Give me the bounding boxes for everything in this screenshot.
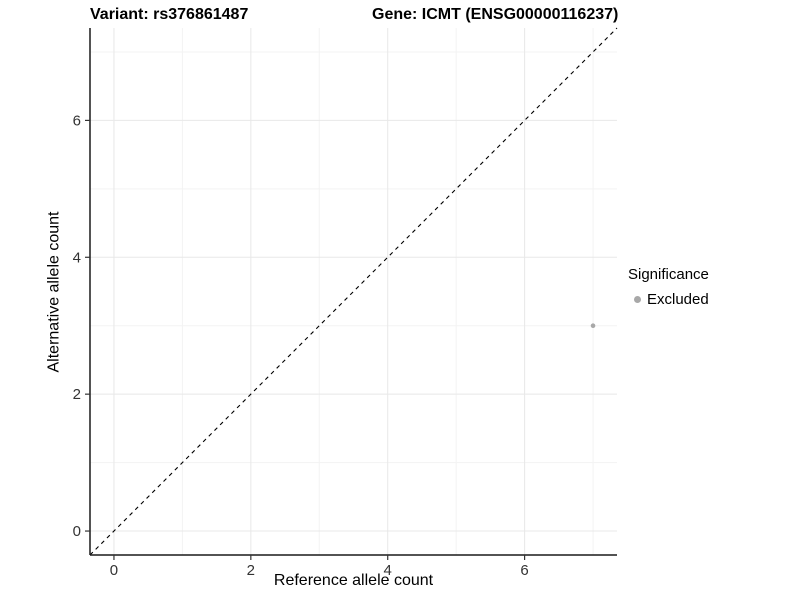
identity-line [89, 27, 618, 556]
x-axis-title: Reference allele count [273, 572, 434, 589]
y-tick-label: 6 [73, 112, 81, 129]
x-tick-label: 0 [110, 562, 118, 579]
x-tick-label: 2 [247, 562, 255, 579]
y-tick-label: 4 [73, 249, 81, 266]
legend-title: Significance [628, 266, 709, 283]
x-tick-label: 6 [520, 562, 528, 579]
gene-title: Gene: ICMT (ENSG00000116237) [372, 6, 619, 23]
data-point [590, 323, 596, 329]
legend-point-icon [634, 296, 641, 303]
y-tick-label: 2 [73, 386, 81, 403]
variant-title: Variant: rs376861487 [90, 6, 249, 23]
legend: Significance Excluded [628, 266, 709, 308]
legend-item-label: Excluded [647, 291, 709, 308]
y-axis-title: Alternative allele count [45, 211, 63, 373]
x-tick-label: 4 [384, 562, 392, 579]
y-tick-label: 0 [73, 523, 81, 540]
legend-item-excluded: Excluded [628, 291, 709, 308]
